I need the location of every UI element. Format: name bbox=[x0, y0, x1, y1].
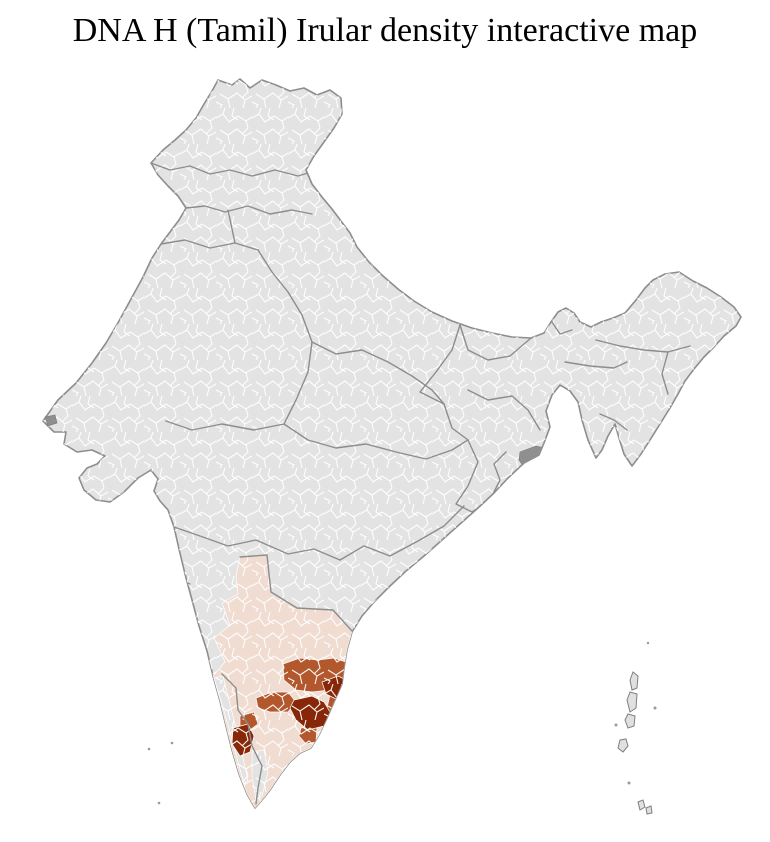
islet-dot bbox=[614, 723, 618, 727]
page-title: DNA H (Tamil) Irular density interactive… bbox=[72, 12, 698, 49]
islet-dot bbox=[147, 747, 151, 751]
island[interactable] bbox=[645, 805, 653, 815]
island[interactable] bbox=[629, 671, 639, 691]
kutch-marsh-speck bbox=[44, 414, 58, 427]
island[interactable] bbox=[626, 691, 638, 713]
islet-dot bbox=[653, 706, 657, 710]
lakshadweep-islands bbox=[147, 741, 174, 805]
island[interactable] bbox=[617, 738, 629, 753]
islet-dot bbox=[646, 641, 650, 645]
andaman-nicobar-islands[interactable] bbox=[614, 641, 657, 815]
medium-density-band-south-andhra-coast[interactable] bbox=[282, 657, 353, 693]
islet-dot bbox=[157, 801, 161, 805]
islet-dot bbox=[170, 741, 174, 745]
island[interactable] bbox=[624, 713, 636, 729]
islet-dot bbox=[627, 781, 631, 785]
sundarbans-marsh-patch bbox=[518, 445, 548, 477]
island[interactable] bbox=[637, 799, 646, 811]
